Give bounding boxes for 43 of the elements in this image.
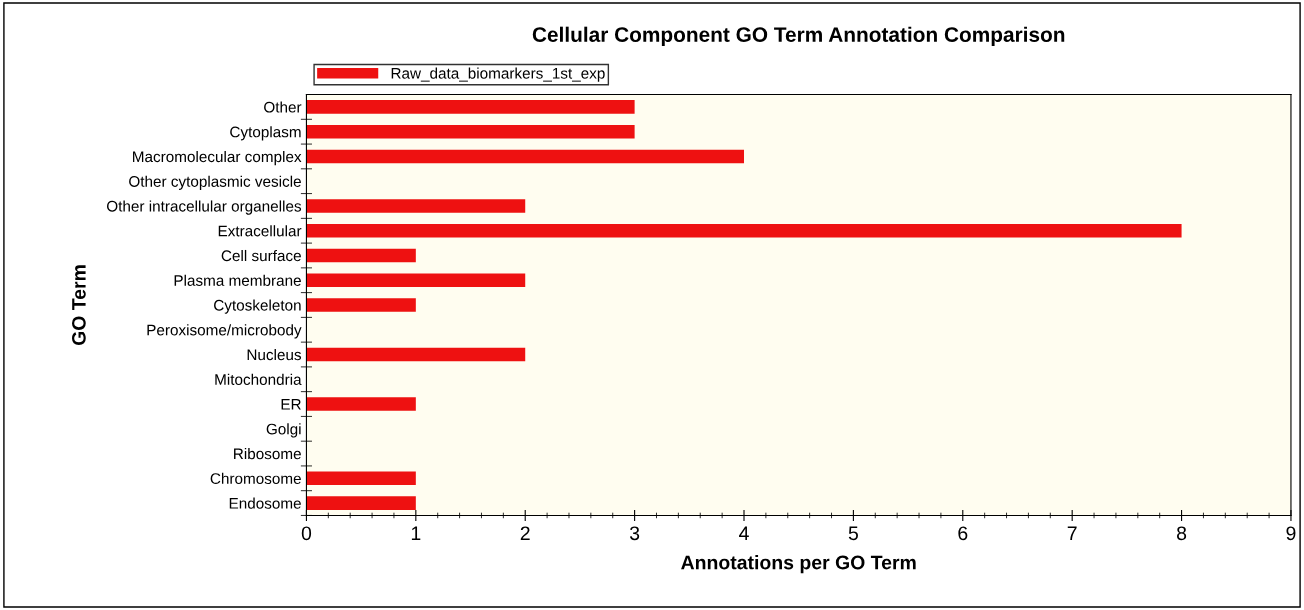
- bar: [306, 124, 635, 139]
- bar: [306, 496, 416, 510]
- x-tick-label: 9: [1286, 526, 1296, 541]
- y-tick-label: Cytoplasm: [230, 126, 301, 141]
- x-tick-label: 1: [411, 526, 421, 540]
- x-tick-label: 8: [1177, 526, 1187, 541]
- y-tick-label: Endosome: [229, 497, 301, 509]
- x-tick-label: 2: [520, 526, 530, 540]
- x-tick-label: 5: [848, 526, 858, 541]
- y-tick-label: Ribosome: [234, 448, 301, 460]
- y-tick-label: Cell surface: [221, 249, 301, 262]
- bar: [306, 397, 416, 411]
- y-tick-label: Macromolecular complex: [133, 150, 302, 166]
- y-tick-label: Extracellular: [218, 225, 302, 237]
- bar: [306, 273, 526, 288]
- bar: [306, 248, 416, 263]
- y-tick-label: Other: [264, 101, 302, 113]
- y-tick-label: Chromosome: [210, 472, 301, 484]
- y-tick-label: Golgi: [266, 423, 301, 438]
- x-tick-label: 3: [629, 526, 640, 541]
- y-axis-title: GO Term: [72, 265, 86, 346]
- x-tick-label: 0: [301, 526, 312, 541]
- x-tick-label: 4: [739, 526, 749, 540]
- bar: [306, 471, 416, 486]
- bar: [306, 347, 526, 362]
- bar: [306, 149, 744, 164]
- y-tick-label: Other intracellular organelles: [107, 200, 302, 215]
- y-tick-label: Mitochondria: [215, 373, 302, 385]
- x-axis-title: Annotations per GO Term: [681, 555, 916, 574]
- y-tick-label: Nucleus: [247, 348, 302, 361]
- y-tick-label: Peroxisome/microbody: [147, 324, 302, 339]
- y-tick-label: Cytoskeleton: [214, 299, 301, 314]
- chart-title: Cellular Component GO Term Annotation Comparison: [532, 26, 1065, 47]
- y-tick-label: Other cytoplasmic vesicle: [129, 175, 301, 190]
- bar: [306, 223, 1182, 238]
- bar: [306, 100, 635, 114]
- y-tick-label: Plasma membrane: [174, 274, 301, 286]
- bar: [306, 298, 416, 312]
- legend-label: Raw_data_biomarkers_1st_exp: [391, 67, 605, 82]
- y-tick-label: ER: [281, 399, 301, 410]
- x-tick-label: 7: [1067, 526, 1077, 540]
- bar: [306, 199, 526, 213]
- x-tick-label: 6: [958, 526, 968, 541]
